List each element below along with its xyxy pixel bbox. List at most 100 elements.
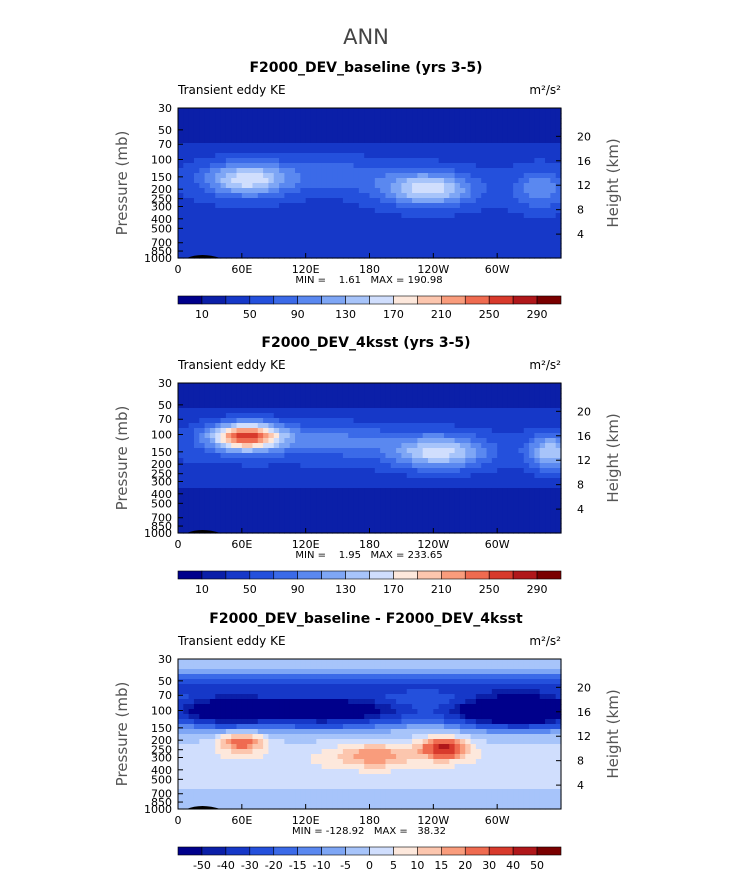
- field-cell: [305, 383, 312, 389]
- field-cell: [284, 659, 291, 665]
- field-cell: [252, 679, 259, 685]
- field-cell: [289, 183, 296, 189]
- field-cell: [193, 488, 200, 494]
- field-cell: [465, 163, 472, 169]
- field-cell: [406, 178, 413, 184]
- field-cell: [326, 173, 333, 179]
- field-cell: [459, 458, 466, 464]
- field-cell: [358, 463, 365, 469]
- field-cell: [433, 223, 440, 229]
- field-cell: [193, 173, 200, 179]
- field-cell: [247, 163, 254, 169]
- field-cell: [470, 423, 477, 429]
- field-cell: [417, 218, 424, 224]
- field-cell: [412, 223, 418, 229]
- field-cell: [550, 689, 557, 695]
- field-cell: [390, 674, 397, 680]
- field-cell: [199, 183, 206, 189]
- field-cell: [470, 203, 477, 209]
- field-cell: [502, 243, 509, 249]
- field-cell: [396, 388, 403, 394]
- field-cell: [348, 478, 355, 484]
- field-cell: [518, 118, 525, 124]
- field-cell: [215, 488, 222, 494]
- field-cell: [507, 669, 514, 675]
- field-cell: [178, 528, 184, 534]
- field-cell: [279, 183, 285, 189]
- field-cell: [316, 163, 323, 169]
- field-cell: [459, 503, 466, 509]
- field-cell: [215, 153, 222, 159]
- field-cell: [284, 193, 291, 199]
- field-cell: [247, 203, 254, 209]
- field-cell: [348, 123, 355, 129]
- field-cell: [555, 238, 562, 244]
- field-cell: [369, 428, 376, 434]
- field-cell: [279, 173, 285, 179]
- field-cell: [454, 493, 461, 499]
- field-cell: [231, 388, 238, 394]
- field-cell: [475, 418, 482, 424]
- field-cell: [310, 423, 317, 429]
- field-cell: [321, 398, 328, 404]
- field-cell: [295, 153, 301, 159]
- field-cell: [507, 508, 514, 514]
- field-cell: [443, 248, 450, 254]
- field-cell: [289, 163, 296, 169]
- field-cell: [433, 403, 440, 409]
- field-cell: [326, 458, 333, 464]
- field-cell: [225, 158, 232, 164]
- field-cell: [321, 148, 328, 154]
- field-cell: [321, 198, 328, 204]
- field-cell: [523, 153, 530, 159]
- field-cell: [332, 528, 339, 534]
- field-cell: [316, 208, 323, 214]
- field-cell: [433, 173, 440, 179]
- field-cell: [412, 388, 418, 394]
- field-cell: [396, 498, 403, 504]
- field-cell: [342, 383, 349, 389]
- field-cell: [454, 223, 461, 229]
- field-cell: [305, 503, 312, 509]
- field-cell: [465, 468, 472, 474]
- field-cell: [497, 503, 504, 509]
- field-cell: [225, 138, 232, 144]
- field-cell: [396, 193, 403, 199]
- field-cell: [502, 428, 509, 434]
- field-cell: [321, 173, 328, 179]
- field-cell: [475, 248, 482, 254]
- field-cell: [220, 388, 227, 394]
- field-cell: [491, 233, 498, 239]
- field-cell: [390, 238, 397, 244]
- field-cell: [523, 413, 530, 419]
- field-cell: [369, 173, 376, 179]
- field-cell: [199, 188, 206, 194]
- field-cell: [321, 478, 328, 484]
- field-cell: [353, 138, 360, 144]
- field-cell: [486, 388, 493, 394]
- field-cell: [326, 108, 333, 114]
- field-cell: [529, 453, 535, 459]
- field-cell: [353, 188, 360, 194]
- field-cell: [507, 138, 514, 144]
- field-cell: [491, 674, 498, 680]
- field-cell: [422, 518, 429, 524]
- field-cell: [225, 163, 232, 169]
- field-cell: [428, 248, 434, 254]
- field-cell: [475, 498, 482, 504]
- field-cell: [502, 253, 509, 259]
- field-cell: [183, 659, 190, 665]
- field-cell: [209, 113, 216, 119]
- field-cell: [273, 383, 280, 389]
- field-cell: [358, 168, 365, 174]
- field-cell: [225, 218, 232, 224]
- field-cell: [348, 448, 355, 454]
- field-cell: [396, 438, 403, 444]
- field-cell: [188, 393, 195, 399]
- field-cell: [268, 463, 275, 469]
- field-cell: [380, 198, 387, 204]
- field-cell: [550, 513, 557, 519]
- field-cell: [518, 468, 525, 474]
- field-cell: [236, 153, 243, 159]
- field-cell: [252, 208, 259, 214]
